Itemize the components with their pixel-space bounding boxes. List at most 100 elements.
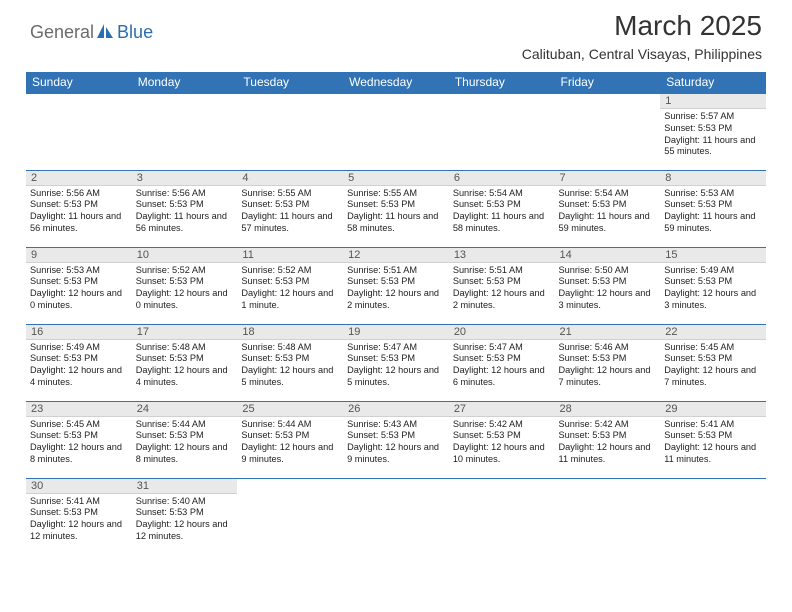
- sunset-line: Sunset: 5:53 PM: [664, 353, 762, 365]
- sunrise-line: Sunrise: 5:47 AM: [453, 342, 551, 354]
- day-number: 28: [555, 402, 661, 417]
- calendar-cell: 9Sunrise: 5:53 AMSunset: 5:53 PMDaylight…: [26, 247, 132, 324]
- col-saturday: Saturday: [660, 72, 766, 93]
- sunset-line: Sunset: 5:53 PM: [136, 353, 234, 365]
- sunrise-line: Sunrise: 5:48 AM: [136, 342, 234, 354]
- daylight-line: Daylight: 11 hours and 58 minutes.: [453, 211, 551, 235]
- sunset-line: Sunset: 5:53 PM: [136, 430, 234, 442]
- sunset-line: Sunset: 5:53 PM: [664, 199, 762, 211]
- calendar-cell: 10Sunrise: 5:52 AMSunset: 5:53 PMDayligh…: [132, 247, 238, 324]
- calendar-week: 30Sunrise: 5:41 AMSunset: 5:53 PMDayligh…: [26, 478, 766, 555]
- day-content: Sunrise: 5:48 AMSunset: 5:53 PMDaylight:…: [237, 340, 343, 392]
- sunset-line: Sunset: 5:53 PM: [30, 199, 128, 211]
- logo-text-blue: Blue: [117, 22, 153, 43]
- daylight-line: Daylight: 11 hours and 55 minutes.: [664, 135, 762, 159]
- day-content: Sunrise: 5:54 AMSunset: 5:53 PMDaylight:…: [449, 186, 555, 238]
- sunrise-line: Sunrise: 5:56 AM: [30, 188, 128, 200]
- sunset-line: Sunset: 5:53 PM: [347, 353, 445, 365]
- sunrise-line: Sunrise: 5:54 AM: [559, 188, 657, 200]
- calendar-week: 23Sunrise: 5:45 AMSunset: 5:53 PMDayligh…: [26, 401, 766, 478]
- sunrise-line: Sunrise: 5:41 AM: [664, 419, 762, 431]
- logo: General Blue: [30, 22, 153, 43]
- day-content: Sunrise: 5:42 AMSunset: 5:53 PMDaylight:…: [449, 417, 555, 469]
- day-number: 15: [660, 248, 766, 263]
- day-number: 12: [343, 248, 449, 263]
- calendar-cell: 27Sunrise: 5:42 AMSunset: 5:53 PMDayligh…: [449, 401, 555, 478]
- sunset-line: Sunset: 5:53 PM: [664, 430, 762, 442]
- month-title: March 2025: [522, 10, 762, 42]
- sunset-line: Sunset: 5:53 PM: [559, 430, 657, 442]
- day-number: 22: [660, 325, 766, 340]
- sunrise-line: Sunrise: 5:43 AM: [347, 419, 445, 431]
- location: Calituban, Central Visayas, Philippines: [522, 46, 762, 62]
- sunset-line: Sunset: 5:53 PM: [347, 430, 445, 442]
- calendar-cell: 26Sunrise: 5:43 AMSunset: 5:53 PMDayligh…: [343, 401, 449, 478]
- calendar-cell: [343, 478, 449, 555]
- sunset-line: Sunset: 5:53 PM: [559, 199, 657, 211]
- day-number: 19: [343, 325, 449, 340]
- calendar-cell: [555, 478, 661, 555]
- day-content: Sunrise: 5:56 AMSunset: 5:53 PMDaylight:…: [26, 186, 132, 238]
- daylight-line: Daylight: 12 hours and 10 minutes.: [453, 442, 551, 466]
- sunset-line: Sunset: 5:53 PM: [453, 353, 551, 365]
- day-content: Sunrise: 5:51 AMSunset: 5:53 PMDaylight:…: [343, 263, 449, 315]
- sail-icon: [95, 22, 115, 43]
- day-number: 1: [660, 94, 766, 109]
- sunset-line: Sunset: 5:53 PM: [136, 199, 234, 211]
- sunset-line: Sunset: 5:53 PM: [241, 199, 339, 211]
- day-content: Sunrise: 5:53 AMSunset: 5:53 PMDaylight:…: [660, 186, 766, 238]
- weekday-header-row: Sunday Monday Tuesday Wednesday Thursday…: [26, 72, 766, 93]
- sunrise-line: Sunrise: 5:44 AM: [241, 419, 339, 431]
- calendar-week: 16Sunrise: 5:49 AMSunset: 5:53 PMDayligh…: [26, 324, 766, 401]
- sunset-line: Sunset: 5:53 PM: [136, 276, 234, 288]
- col-sunday: Sunday: [26, 72, 132, 93]
- calendar-cell: 21Sunrise: 5:46 AMSunset: 5:53 PMDayligh…: [555, 324, 661, 401]
- logo-text-general: General: [30, 22, 94, 43]
- sunrise-line: Sunrise: 5:53 AM: [664, 188, 762, 200]
- calendar-cell: 20Sunrise: 5:47 AMSunset: 5:53 PMDayligh…: [449, 324, 555, 401]
- sunrise-line: Sunrise: 5:49 AM: [664, 265, 762, 277]
- calendar-cell: 6Sunrise: 5:54 AMSunset: 5:53 PMDaylight…: [449, 170, 555, 247]
- calendar-table: Sunday Monday Tuesday Wednesday Thursday…: [26, 72, 766, 555]
- sunset-line: Sunset: 5:53 PM: [559, 276, 657, 288]
- col-friday: Friday: [555, 72, 661, 93]
- daylight-line: Daylight: 12 hours and 5 minutes.: [241, 365, 339, 389]
- day-content: Sunrise: 5:55 AMSunset: 5:53 PMDaylight:…: [343, 186, 449, 238]
- daylight-line: Daylight: 12 hours and 5 minutes.: [347, 365, 445, 389]
- calendar-week: 2Sunrise: 5:56 AMSunset: 5:53 PMDaylight…: [26, 170, 766, 247]
- day-number: 11: [237, 248, 343, 263]
- sunset-line: Sunset: 5:53 PM: [453, 276, 551, 288]
- daylight-line: Daylight: 12 hours and 6 minutes.: [453, 365, 551, 389]
- sunrise-line: Sunrise: 5:45 AM: [664, 342, 762, 354]
- calendar-cell: 7Sunrise: 5:54 AMSunset: 5:53 PMDaylight…: [555, 170, 661, 247]
- calendar-cell: 23Sunrise: 5:45 AMSunset: 5:53 PMDayligh…: [26, 401, 132, 478]
- calendar-cell: [449, 478, 555, 555]
- day-number: 31: [132, 479, 238, 494]
- sunrise-line: Sunrise: 5:50 AM: [559, 265, 657, 277]
- day-content: Sunrise: 5:45 AMSunset: 5:53 PMDaylight:…: [26, 417, 132, 469]
- calendar-cell: 1Sunrise: 5:57 AMSunset: 5:53 PMDaylight…: [660, 93, 766, 170]
- calendar-cell: 8Sunrise: 5:53 AMSunset: 5:53 PMDaylight…: [660, 170, 766, 247]
- day-content: Sunrise: 5:56 AMSunset: 5:53 PMDaylight:…: [132, 186, 238, 238]
- calendar-cell: 29Sunrise: 5:41 AMSunset: 5:53 PMDayligh…: [660, 401, 766, 478]
- calendar-cell: 19Sunrise: 5:47 AMSunset: 5:53 PMDayligh…: [343, 324, 449, 401]
- daylight-line: Daylight: 12 hours and 2 minutes.: [453, 288, 551, 312]
- calendar-cell: [26, 93, 132, 170]
- sunrise-line: Sunrise: 5:53 AM: [30, 265, 128, 277]
- calendar-cell: 25Sunrise: 5:44 AMSunset: 5:53 PMDayligh…: [237, 401, 343, 478]
- day-number: 13: [449, 248, 555, 263]
- daylight-line: Daylight: 12 hours and 4 minutes.: [136, 365, 234, 389]
- calendar-cell: 28Sunrise: 5:42 AMSunset: 5:53 PMDayligh…: [555, 401, 661, 478]
- sunrise-line: Sunrise: 5:55 AM: [347, 188, 445, 200]
- calendar-week: 9Sunrise: 5:53 AMSunset: 5:53 PMDaylight…: [26, 247, 766, 324]
- day-content: Sunrise: 5:54 AMSunset: 5:53 PMDaylight:…: [555, 186, 661, 238]
- daylight-line: Daylight: 12 hours and 12 minutes.: [30, 519, 128, 543]
- daylight-line: Daylight: 12 hours and 9 minutes.: [347, 442, 445, 466]
- sunset-line: Sunset: 5:53 PM: [30, 353, 128, 365]
- day-number: 17: [132, 325, 238, 340]
- sunrise-line: Sunrise: 5:51 AM: [453, 265, 551, 277]
- day-content: Sunrise: 5:52 AMSunset: 5:53 PMDaylight:…: [132, 263, 238, 315]
- daylight-line: Daylight: 12 hours and 11 minutes.: [559, 442, 657, 466]
- day-content: Sunrise: 5:44 AMSunset: 5:53 PMDaylight:…: [237, 417, 343, 469]
- day-content: Sunrise: 5:49 AMSunset: 5:53 PMDaylight:…: [660, 263, 766, 315]
